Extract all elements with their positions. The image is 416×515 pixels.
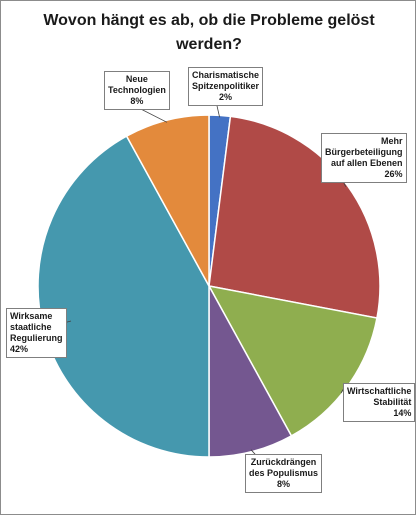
label-line: Bürgerbeteiligung	[325, 147, 403, 157]
data-label-mehr-buergerbeteiligung: Mehr Bürgerbeteiligung auf allen Ebenen …	[321, 133, 407, 183]
label-line: Spitzenpolitiker	[192, 81, 260, 91]
label-value: 26%	[384, 169, 403, 179]
data-label-wirksame-staatliche-regulierung: Wirksame staatliche Regulierung 42%	[6, 308, 67, 358]
chart-title-line-1: Wovon hängt es ab, ob die Probleme gelös…	[43, 12, 375, 29]
pie-slices	[37, 114, 381, 458]
label-line: Neue	[125, 74, 148, 84]
label-value: 14%	[393, 408, 412, 418]
label-value: 8%	[277, 479, 291, 489]
data-label-wirtschaftliche-stabilitaet: Wirtschaftliche Stabilität 14%	[343, 383, 416, 422]
label-line: Wirtschaftliche	[347, 386, 412, 396]
data-label-zurueckdraengen-des-populismus: Zurückdrängen des Populismus 8%	[245, 454, 323, 493]
label-value: 42%	[10, 344, 29, 354]
label-line: Regulierung	[10, 333, 63, 343]
label-value: 8%	[130, 96, 144, 106]
label-line: staatliche	[10, 322, 52, 332]
pie-slice-neue-technologien	[125, 114, 210, 287]
chart-title: Wovon hängt es ab, ob die Probleme gelös…	[21, 9, 397, 57]
data-label-charismatische-spitzenpolitiker: Charismatische Spitzenpolitiker 2%	[188, 67, 264, 106]
chart-title-line-2: werden?	[176, 36, 242, 53]
label-line: Wirksame	[10, 311, 53, 321]
label-value: 2%	[219, 92, 233, 102]
pie-slice-mehr-buergerbeteiligung-auf-allen-ebenen	[208, 115, 381, 319]
data-label-neue-technologien: Neue Technologien 8%	[104, 71, 170, 110]
label-line: Charismatische	[192, 70, 260, 80]
label-line: Technologien	[108, 85, 166, 95]
label-line: des Populismus	[249, 468, 319, 478]
label-line: auf allen Ebenen	[330, 158, 403, 168]
label-line: Zurückdrängen	[250, 457, 317, 467]
label-line: Mehr	[381, 136, 403, 146]
label-line: Stabilität	[373, 397, 412, 407]
